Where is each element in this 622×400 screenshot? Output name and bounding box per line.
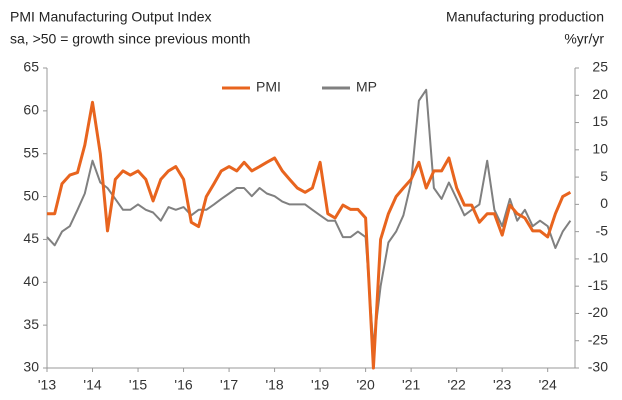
x-tick-label: '21 [402, 377, 420, 393]
x-tick-label: '19 [311, 377, 329, 393]
y2-tick-label: 25 [592, 59, 608, 75]
legend-label: MP [356, 79, 377, 95]
y-tick-label: 40 [23, 273, 39, 289]
y2-tick-label: -10 [588, 250, 608, 266]
x-tick-label: '14 [83, 377, 101, 393]
x-tick-label: '23 [493, 377, 511, 393]
x-tick-label: '13 [38, 377, 56, 393]
y2-tick-label: -20 [588, 304, 608, 320]
y2-tick-label: -15 [588, 277, 608, 293]
y2-tick-label: 0 [600, 195, 608, 211]
y-tick-label: 35 [23, 316, 39, 332]
y-tick-label: 60 [23, 102, 39, 118]
y-tick-label: 50 [23, 187, 39, 203]
y2-tick-label: 15 [592, 113, 608, 129]
x-tick-label: '22 [448, 377, 466, 393]
y-tick-label: 30 [23, 359, 39, 375]
y2-tick-label: 20 [592, 86, 608, 102]
line-mp [46, 88, 572, 348]
x-tick-label: '17 [220, 377, 238, 393]
y-tick-label: 65 [23, 59, 39, 75]
y-tick-label: 55 [23, 144, 39, 160]
x-tick-label: '18 [265, 377, 283, 393]
chart-title: PMI Manufacturing Output Index [10, 9, 212, 25]
y2-tick-label: 10 [592, 141, 608, 157]
y-tick-label: 45 [23, 230, 39, 246]
y2-axis-title: Manufacturing production [446, 9, 604, 25]
y2-tick-label: -25 [588, 331, 608, 347]
line-pmi [47, 100, 572, 370]
x-tick-label: '24 [539, 377, 557, 393]
x-tick-label: '16 [174, 377, 192, 393]
legend-label: PMI [256, 79, 281, 95]
y2-tick-label: 5 [600, 168, 608, 184]
y2-tick-label: -30 [588, 359, 608, 375]
y2-tick-label: -5 [596, 222, 609, 238]
x-tick-label: '15 [129, 377, 147, 393]
x-tick-label: '20 [356, 377, 374, 393]
y2-axis-unit: %yr/yr [564, 31, 604, 47]
chart-subtitle: sa, >50 = growth since previous month [10, 31, 250, 47]
